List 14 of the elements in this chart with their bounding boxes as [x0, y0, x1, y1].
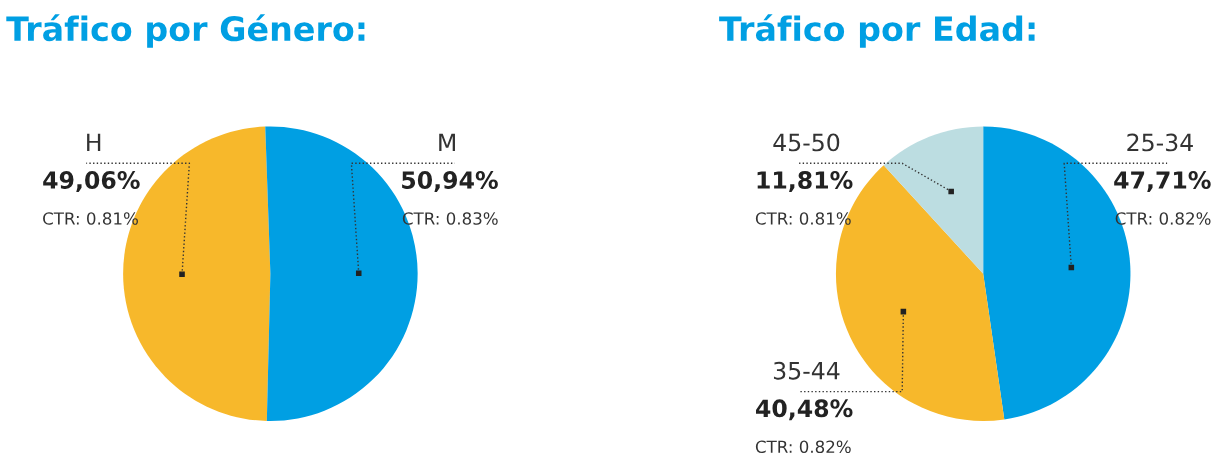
data-label: 50,94% — [402, 171, 498, 192]
slice-label: M — [439, 133, 455, 152]
data-label: 47,71% — [1114, 171, 1211, 192]
data-label: 49,06% — [43, 171, 140, 192]
data-label: 11,81% — [757, 171, 853, 192]
slice-label: 35-44 — [773, 361, 840, 380]
data-label: 40,48% — [756, 399, 853, 421]
text: CTR: 0.82% — [755, 440, 851, 454]
pie-slice — [883, 126, 984, 274]
chart-title: Tráfico por Género: — [6, 14, 365, 48]
chart-title: Tráfico por Edad: — [719, 14, 1035, 48]
slice-label: 25-34 — [1127, 133, 1193, 152]
slice-label: 45-50 — [773, 133, 840, 152]
slice-label: H — [87, 133, 101, 152]
